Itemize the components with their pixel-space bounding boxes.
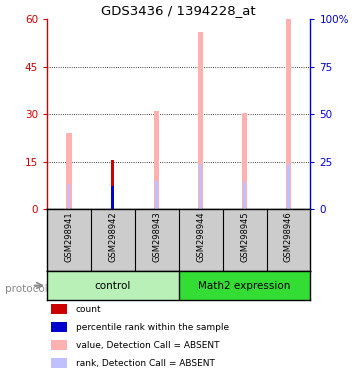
Text: rank, Detection Call = ABSENT: rank, Detection Call = ABSENT [76,359,215,368]
Bar [179,271,310,300]
Text: GSM298943: GSM298943 [152,211,161,262]
Bar [111,160,114,209]
Text: GSM298944: GSM298944 [196,211,205,262]
Bar [242,113,247,209]
Text: control: control [95,280,131,291]
Text: Math2 expression: Math2 expression [199,280,291,291]
Text: GSM298941: GSM298941 [64,211,73,262]
Bar [47,271,179,300]
Bar [286,19,291,209]
Text: GSM298945: GSM298945 [240,211,249,262]
Text: value, Detection Call = ABSENT: value, Detection Call = ABSENT [76,341,219,350]
Title: GDS3436 / 1394228_at: GDS3436 / 1394228_at [101,3,256,17]
Bar [287,164,290,209]
Bar [66,133,71,209]
Text: count: count [76,305,101,314]
Bar [154,111,159,209]
Text: percentile rank within the sample: percentile rank within the sample [76,323,229,332]
Bar [198,32,203,209]
Text: protocol: protocol [5,284,48,294]
Bar [156,181,158,209]
Text: GSM298946: GSM298946 [284,211,293,262]
Bar [243,182,246,209]
Bar [199,164,202,209]
Bar [111,187,114,209]
Bar [68,184,70,209]
Text: GSM298942: GSM298942 [108,211,117,262]
